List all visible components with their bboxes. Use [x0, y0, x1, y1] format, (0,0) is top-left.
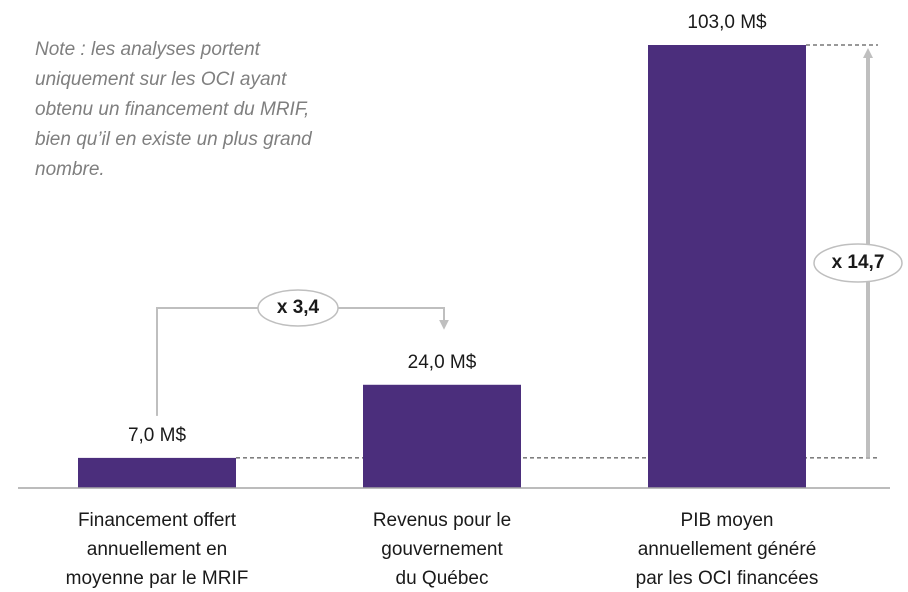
x-tick-label: Financement offert [78, 510, 237, 531]
x-tick-label: PIB moyen [681, 510, 774, 531]
x-tick-label: Revenus pour le [373, 510, 511, 531]
bar [648, 45, 806, 488]
note-line: nombre. [35, 159, 105, 180]
bar [363, 384, 521, 488]
x-tick-label: moyenne par le MRIF [66, 568, 249, 589]
bar [78, 457, 236, 488]
value-label: 7,0 M$ [128, 425, 187, 446]
note-line: obtenu un financement du MRIF, [35, 99, 309, 120]
annotation-bubble [257, 289, 339, 327]
value-label: 24,0 M$ [408, 352, 477, 373]
note-line: uniquement sur les OCI ayant [35, 69, 287, 90]
x-tick-label: du Québec [396, 568, 489, 589]
x-tick-label: annuellement généré [638, 539, 817, 560]
x-tick-label: annuellement en [87, 539, 228, 560]
note-line: Note : les analyses portent [35, 39, 261, 60]
annotation: x 3,4 [277, 297, 320, 318]
value-label: 103,0 M$ [687, 12, 767, 33]
note-line: bien qu’il en existe un plus grand [35, 129, 313, 150]
annotation-bubble [813, 243, 903, 283]
annotation: x 14,7 [832, 252, 885, 273]
x-tick-label: par les OCI financées [636, 568, 819, 589]
x-tick-label: gouvernement [381, 539, 503, 560]
